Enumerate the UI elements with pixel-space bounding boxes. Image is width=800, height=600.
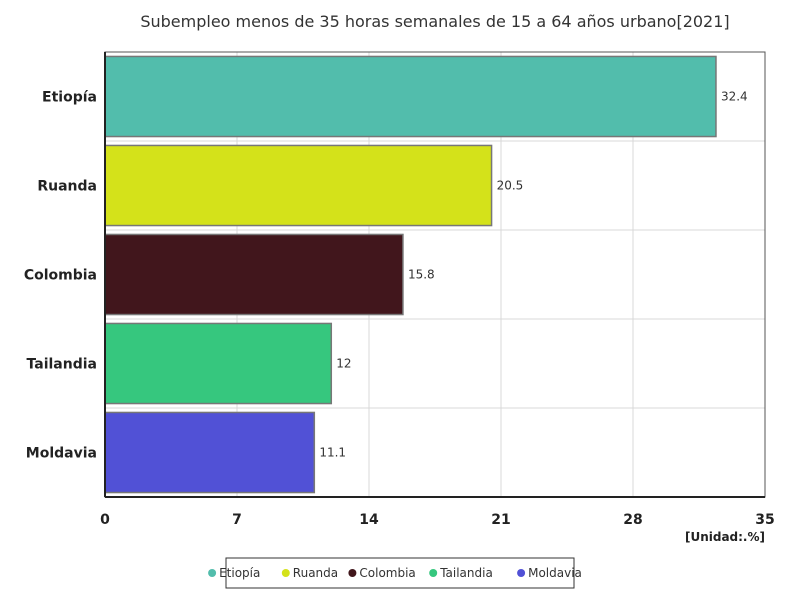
category-label-0: Etiopía: [42, 90, 97, 106]
chart-title: Subempleo menos de 35 horas semanales de…: [140, 12, 730, 31]
x-tick-label-3: 21: [491, 512, 510, 528]
legend-item-2: Colombia: [359, 566, 415, 580]
x-tick-label-4: 28: [623, 512, 642, 528]
value-label-0: 32.4: [721, 90, 748, 104]
bars: [104, 55, 717, 494]
x-axis-ticks: 0 7 14 21 28 35: [100, 512, 775, 528]
value-label-4: 11.1: [319, 446, 346, 460]
bar-0: [104, 55, 717, 138]
x-tick-label-5: 35: [755, 512, 774, 528]
legend-marker-0: [208, 569, 217, 577]
bar-3: [104, 322, 333, 405]
value-label-1: 20.5: [497, 179, 524, 193]
legend-marker-4: [517, 569, 526, 577]
category-label-3: Tailandia: [27, 357, 97, 373]
value-label-3: 12: [336, 357, 351, 371]
legend-item-4: Moldavia: [528, 566, 582, 580]
legend: Etiopía Ruanda Colombia Tailandia Moldavia: [208, 557, 582, 589]
legend-marker-2: [348, 569, 357, 577]
category-labels: Etiopía Ruanda Colombia Tailandia Moldavia: [24, 90, 97, 462]
value-labels: 32.4 20.5 15.8 12 11.1: [319, 90, 747, 460]
legend-marker-3: [429, 569, 438, 577]
legend-item-0: Etiopía: [219, 566, 260, 580]
x-tick-label-2: 14: [359, 512, 379, 528]
legend-marker-1: [281, 569, 290, 577]
legend-item-1: Ruanda: [293, 566, 338, 580]
x-tick-label-0: 0: [100, 512, 110, 528]
category-label-2: Colombia: [24, 268, 97, 284]
category-label-4: Moldavia: [26, 446, 97, 462]
x-tick-label-1: 7: [232, 512, 242, 528]
legend-item-3: Tailandia: [439, 566, 493, 580]
bar-1: [104, 144, 493, 227]
bar-2: [104, 233, 404, 316]
value-label-2: 15.8: [408, 268, 435, 282]
category-label-1: Ruanda: [37, 179, 97, 195]
unit-label: [Unidad:.%]: [685, 530, 765, 544]
bar-4: [104, 411, 316, 494]
